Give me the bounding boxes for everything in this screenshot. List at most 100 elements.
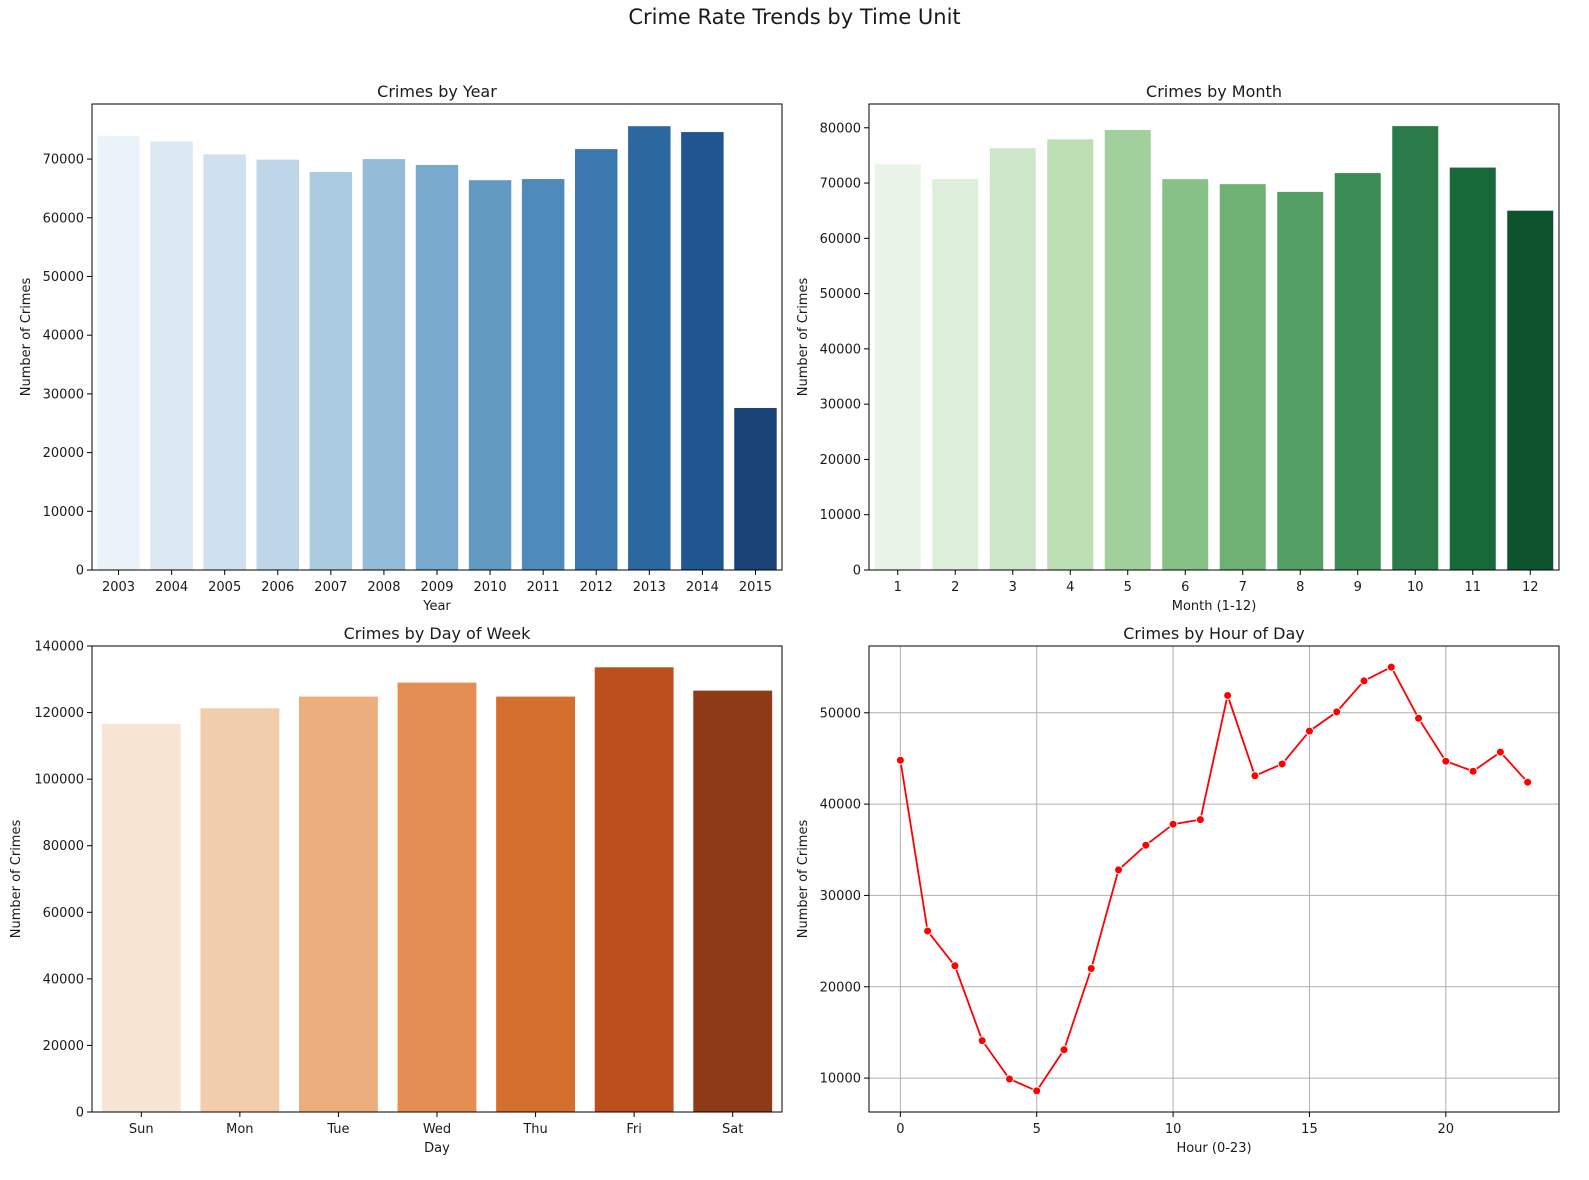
axes-frame	[868, 103, 1560, 571]
data-point	[1386, 662, 1396, 672]
y-tick-label: 60000	[43, 211, 84, 226]
y-tick-label: 60000	[43, 906, 84, 921]
bar-10	[1392, 126, 1439, 570]
data-point	[1332, 707, 1342, 717]
data-point	[1304, 726, 1314, 736]
y-tick-label: 10000	[820, 1072, 861, 1087]
y-tick-label: 70000	[820, 177, 861, 192]
x-tick-label: 1	[894, 580, 902, 595]
x-tick-label: 2006	[261, 580, 294, 595]
y-tick-label: 20000	[820, 980, 861, 995]
bar-Sat	[693, 690, 773, 1112]
y-tick-label: 0	[76, 1106, 84, 1121]
data-point	[1468, 766, 1478, 776]
chart-dow: 0 20000 40000 60000 80000 100000 120000 140000 S…	[9, 624, 783, 1156]
x-tick-label: 11	[1464, 580, 1481, 595]
data-point	[1086, 963, 1096, 973]
x-tick-label: 2011	[527, 580, 560, 595]
data-point	[1223, 690, 1233, 700]
x-tick-label: 0	[896, 1122, 904, 1137]
x-tick-label: 2004	[155, 580, 188, 595]
x-tick-label: 20	[1438, 1122, 1455, 1137]
data-point	[1359, 676, 1369, 686]
x-tick-label: 2005	[208, 580, 241, 595]
x-tick-label: 5	[1124, 580, 1132, 595]
bar-Thu	[496, 696, 575, 1112]
y-tick-label: 20000	[43, 1039, 84, 1054]
x-tick-label: 8	[1296, 580, 1304, 595]
chart-title: Crimes by Hour of Day	[1123, 624, 1304, 643]
data-point	[1032, 1086, 1042, 1096]
x-tick-label: 4	[1066, 580, 1074, 595]
bar-2014	[681, 132, 724, 570]
x-tick-label: 2009	[420, 580, 453, 595]
x-tick-label: 2	[951, 580, 959, 595]
x-tick-label: 7	[1239, 580, 1247, 595]
bar-2010	[468, 180, 512, 570]
y-tick-label: 70000	[43, 153, 84, 168]
data-point	[1168, 819, 1178, 829]
data-point	[1114, 865, 1124, 875]
data-point	[1495, 747, 1505, 757]
bar-2005	[203, 154, 246, 570]
y-axis-label: Number of Crimes	[9, 820, 24, 939]
x-tick-label: 6	[1181, 580, 1189, 595]
data-point	[1250, 771, 1260, 781]
data-point	[1523, 777, 1533, 787]
bar-2012	[575, 149, 618, 570]
x-tick-label: 2003	[102, 580, 135, 595]
chart-title: Crimes by Year	[377, 82, 497, 101]
x-tick-label: 15	[1301, 1122, 1318, 1137]
bar-11	[1449, 167, 1496, 570]
x-tick-label: Fri	[626, 1122, 642, 1137]
data-point	[1195, 815, 1205, 825]
y-tick-label: 50000	[43, 270, 84, 285]
y-axis-label: Number of Crimes	[796, 278, 811, 397]
chart-month: 0 10000 20000 30000 40000 50000 60000 70000 8000…	[796, 82, 1560, 614]
x-tick-label: Tue	[326, 1122, 349, 1137]
bar-Sun	[101, 723, 181, 1112]
x-tick-label: 3	[1009, 580, 1017, 595]
y-tick-label: 10000	[43, 505, 84, 520]
data-point	[1414, 713, 1424, 723]
y-tick-label: 20000	[43, 446, 84, 461]
y-tick-label: 0	[853, 564, 861, 579]
y-tick-label: 10000	[820, 508, 861, 523]
y-tick-label: 80000	[820, 121, 861, 136]
bar-6	[1162, 179, 1209, 570]
chart-title: Crimes by Day of Week	[344, 624, 532, 643]
x-tick-label: 2008	[367, 580, 400, 595]
bar-Fri	[594, 667, 674, 1112]
x-axis-label: Day	[424, 1141, 450, 1156]
bar-2011	[521, 179, 565, 570]
y-axis-label: Number of Crimes	[19, 278, 34, 397]
y-tick-label: 80000	[43, 839, 84, 854]
bar-1	[874, 164, 921, 571]
bar-8	[1277, 191, 1324, 570]
bar-2013	[628, 126, 671, 570]
data-point	[895, 755, 905, 765]
bar-4	[1047, 139, 1094, 570]
x-tick-label: Sat	[722, 1122, 743, 1137]
y-tick-label: 60000	[820, 232, 861, 247]
x-tick-label: 10	[1407, 580, 1424, 595]
y-tick-label: 0	[76, 564, 84, 579]
x-axis-label: Hour (0-23)	[1176, 1141, 1251, 1156]
x-tick-label: 12	[1522, 580, 1539, 595]
data-point	[950, 961, 960, 971]
bar-5	[1104, 129, 1151, 570]
y-tick-label: 40000	[43, 972, 84, 987]
y-axis-label: Number of Crimes	[796, 820, 811, 939]
bar-9	[1334, 173, 1381, 571]
data-point	[1059, 1045, 1069, 1055]
x-tick-label: Thu	[522, 1122, 547, 1137]
x-tick-label: Sun	[129, 1122, 154, 1137]
x-tick-label: 2010	[474, 580, 507, 595]
bar-2004	[150, 141, 193, 570]
bar-2007	[309, 171, 353, 570]
bar-2003	[97, 136, 140, 570]
bar-Mon	[200, 708, 280, 1112]
chart-hour: 10000 20000 30000 40000 50000 0 5 10 15 20 Crimes …	[796, 624, 1560, 1156]
y-tick-label: 100000	[34, 773, 84, 788]
